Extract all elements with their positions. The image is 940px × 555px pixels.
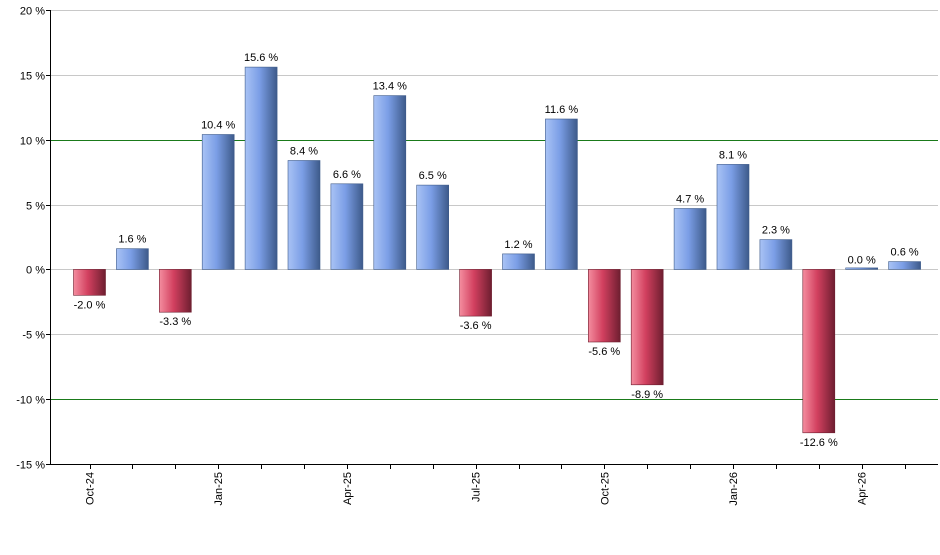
bar-value-label: -3.3 % xyxy=(159,316,191,328)
x-tick-label: Oct-25 xyxy=(599,472,611,505)
y-tick-label: 15 % xyxy=(20,71,45,83)
bar-oct-24 xyxy=(73,269,106,296)
bar-may-25 xyxy=(373,95,407,270)
bar-nov-25 xyxy=(630,269,664,386)
bar-feb-26 xyxy=(759,239,793,270)
bar-value-label: 15.6 % xyxy=(244,52,278,64)
bar-jun-25 xyxy=(416,184,450,270)
bar-value-label: 8.4 % xyxy=(290,146,318,158)
bar-value-label: 2.3 % xyxy=(762,225,790,237)
bar-value-label: -8.9 % xyxy=(631,389,663,401)
bar-value-label: 6.6 % xyxy=(333,169,361,181)
grid-layer xyxy=(50,10,938,465)
x-tick-label: Apr-25 xyxy=(342,472,354,505)
bar-apr-25 xyxy=(330,183,364,270)
bar-value-label: 6.5 % xyxy=(419,170,447,182)
bar-value-label: 0.6 % xyxy=(891,247,919,259)
y-tick-label: -5 % xyxy=(22,330,45,342)
bar-nov-24 xyxy=(116,248,149,270)
bar-value-label: 11.6 % xyxy=(545,104,579,116)
bar-dec-25 xyxy=(673,208,707,270)
y-tick-label: -15 % xyxy=(16,460,45,472)
bar-sep-25 xyxy=(545,118,578,270)
bars-layer xyxy=(73,66,921,434)
bar-value-label: 0.0 % xyxy=(848,254,876,266)
bar-value-label: 4.7 % xyxy=(676,194,704,206)
bar-value-label: 1.6 % xyxy=(118,234,146,246)
x-tick-label: Apr-26 xyxy=(857,472,869,505)
x-tick-label: Jan-26 xyxy=(728,472,740,506)
bar-apr-26 xyxy=(845,267,879,270)
bar-jul-25 xyxy=(459,269,492,317)
y-tick-label: 20 % xyxy=(20,6,45,18)
y-tick-label: 0 % xyxy=(26,265,45,277)
bar-dec-24 xyxy=(159,269,192,313)
bar-feb-25 xyxy=(244,66,278,270)
bar-mar-25 xyxy=(287,160,321,270)
bar-value-label: -3.6 % xyxy=(460,320,492,332)
bar-value-label: -2.0 % xyxy=(74,299,106,311)
x-tick-label: Jan-25 xyxy=(213,472,225,506)
bar-jan-25 xyxy=(201,134,235,270)
bar-mar-26 xyxy=(802,269,836,434)
bar-value-label: 8.1 % xyxy=(719,149,747,161)
y-tick-label: -10 % xyxy=(16,395,45,407)
bar-value-label: -12.6 % xyxy=(800,437,838,449)
bar-value-label: -5.6 % xyxy=(588,346,620,358)
bar-aug-25 xyxy=(502,253,535,270)
bar-value-label: 13.4 % xyxy=(373,81,407,93)
bar-oct-25 xyxy=(587,269,621,343)
y-tick-label: 10 % xyxy=(20,136,45,148)
labels-layer: 20 % 15 % 10 % 5 % 0 % -5 % -10 % -15 % -2.0 % 1.… xyxy=(16,6,919,506)
bar-value-label: 10.4 % xyxy=(201,120,235,132)
y-tick-label: 5 % xyxy=(26,201,45,213)
x-tick-label: Jul-25 xyxy=(471,472,483,502)
bar-jan-26 xyxy=(716,164,750,270)
bar-value-label: 1.2 % xyxy=(504,239,532,251)
bar-may-26 xyxy=(888,261,921,270)
axes-layer xyxy=(46,10,938,469)
x-tick-label: Oct-24 xyxy=(85,472,97,505)
